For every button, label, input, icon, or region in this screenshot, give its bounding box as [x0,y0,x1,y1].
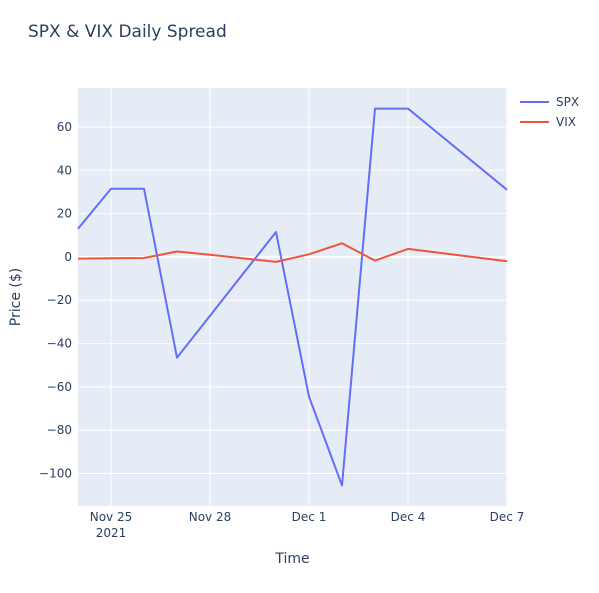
legend-label-spx: SPX [556,95,579,109]
y-tick-label: −40 [47,337,72,351]
y-tick-label: 60 [57,120,72,134]
y-tick-label: 0 [64,250,72,264]
x-tick-label: Nov 25 [90,510,133,524]
chart-title: SPX & VIX Daily Spread [28,22,227,42]
x-axis: Nov 25 2021 Nov 28 Dec 1 Dec 4 Dec 7 [90,510,525,540]
series-line-spx [77,107,508,487]
y-tick-label: 20 [57,207,72,221]
x-tick-label: Nov 28 [189,510,232,524]
series-lines [77,107,508,487]
y-tick-label: −100 [39,467,72,481]
x-tick-label: Dec 4 [391,510,426,524]
y-tick-label: −80 [47,423,72,437]
legend-label-vix: VIX [556,115,576,129]
x-tick-label: Dec 1 [292,510,327,524]
y-axis: 60 40 20 0 −20 −40 −60 −80 −100 [39,120,72,481]
x-axis-title: Time [274,551,309,567]
y-tick-label: −20 [47,293,72,307]
y-tick-label: −60 [47,380,72,394]
y-tick-label: 40 [57,163,72,177]
x-tick-year-label: 2021 [96,526,127,540]
legend: SPX VIX [520,95,579,129]
y-axis-title: Price ($) [8,268,24,326]
series-line-vix [77,242,508,263]
plot-area [78,88,507,506]
x-tick-label: Dec 7 [490,510,525,524]
